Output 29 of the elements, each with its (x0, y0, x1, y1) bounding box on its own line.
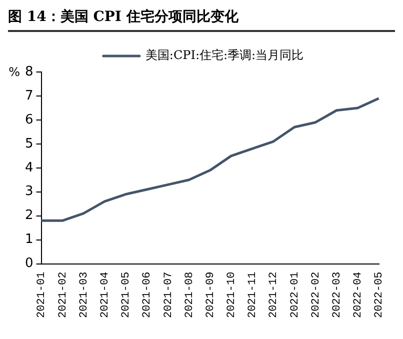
x-tick-label: 2021-05 (120, 272, 133, 318)
x-tick-label: 2022-04 (352, 271, 365, 318)
x-tick-label: 2021-07 (162, 272, 175, 318)
y-tick-label: 4 (24, 160, 34, 176)
y-tick-label: 5 (24, 136, 34, 152)
x-tick-label: 2021-10 (226, 272, 238, 318)
legend-label: 美国:CPI:住宅:季调:当月同比 (145, 48, 304, 62)
y-tick-label: 3 (24, 184, 34, 200)
x-tick-label: 2022-02 (310, 272, 322, 318)
x-tick-label: 2021-11 (247, 271, 260, 318)
y-tick-label: 1 (24, 232, 34, 248)
x-tick-label: 2021-09 (204, 272, 217, 318)
x-tick-label: 2021-03 (78, 272, 90, 318)
x-tick-label: 2021-01 (36, 271, 48, 318)
y-tick-label: 6 (24, 112, 34, 128)
y-tick-label: 0 (24, 256, 34, 272)
y-tick-label: 2 (24, 208, 34, 224)
x-tick-label: 2021-12 (268, 272, 280, 318)
x-tick-label: 2022-01 (289, 271, 302, 318)
x-tick-label: 2021-06 (142, 272, 154, 318)
chart-title: 图 14：美国 CPI 住宅分项同比变化 (8, 8, 395, 32)
y-tick-label: 7 (24, 88, 34, 104)
x-tick-label: 2021-04 (99, 271, 112, 318)
x-tick-label: 2021-08 (184, 272, 196, 318)
y-tick-label: 8 (24, 64, 34, 80)
x-tick-label: 2022-03 (332, 272, 344, 318)
y-axis-title: % (8, 65, 20, 80)
x-tick-label: 2021-02 (57, 272, 70, 318)
x-tick-label: 2022-05 (374, 272, 386, 318)
